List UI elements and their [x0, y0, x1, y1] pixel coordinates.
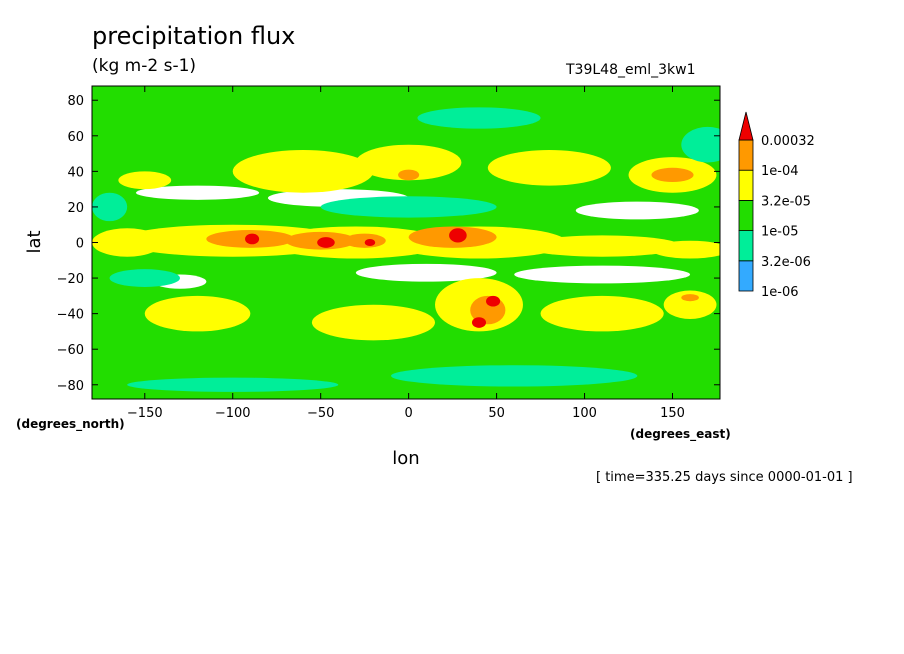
y-tick-label: −80: [57, 379, 84, 394]
contour-region: [232, 150, 374, 193]
contour-region: [417, 107, 541, 129]
x-tick-label: 150: [660, 406, 685, 421]
contour-region: [681, 126, 720, 163]
contour-region: [127, 377, 339, 392]
contour-region: [651, 167, 694, 183]
contour-region: [118, 171, 172, 190]
colorbar-label: 1e-06: [761, 285, 799, 300]
contour-region: [355, 263, 497, 282]
chart-units: (kg m-2 s-1): [92, 56, 197, 76]
contour-region: [575, 201, 699, 220]
y-tick-label: 0: [76, 237, 84, 252]
contour-region: [487, 150, 611, 186]
contour-region: [92, 192, 128, 222]
contour-region: [144, 295, 251, 332]
contour-region: [663, 290, 717, 319]
chart-title: precipitation flux: [92, 22, 296, 50]
contour-region: [681, 294, 699, 302]
contour-region: [343, 233, 386, 248]
colorbar-label: 3.2e-05: [761, 194, 811, 209]
y-tick-label: 40: [67, 165, 84, 180]
contour-region: [651, 240, 720, 259]
contour-region: [398, 169, 420, 181]
colorbar-label: 1e-05: [761, 225, 799, 240]
contour-region: [245, 233, 260, 245]
contour-region: [486, 295, 501, 307]
y-axis-label: lat: [24, 230, 45, 253]
contour-region: [449, 228, 467, 243]
colorbar-segment: [738, 169, 754, 201]
y-tick-label: −40: [57, 308, 84, 323]
colorbar-label: 3.2e-06: [761, 255, 811, 270]
x-tick-label: 0: [404, 406, 412, 421]
contour-region: [109, 269, 180, 287]
y-tick-label: 20: [67, 201, 84, 216]
x-axis-units: (degrees_east): [630, 427, 731, 442]
contour-region: [522, 235, 682, 257]
x-tick-label: −150: [127, 406, 163, 421]
contour-region: [317, 237, 335, 248]
x-tick-label: 100: [572, 406, 597, 421]
time-label: [ time=335.25 days since 0000-01-01 ]: [596, 470, 853, 485]
contour-fields: [92, 107, 720, 392]
run-label: T39L48_eml_3kw1: [566, 62, 696, 78]
contour-region: [471, 317, 487, 328]
contour-region: [135, 185, 260, 200]
contour-region: [391, 365, 638, 387]
y-axis-units: (degrees_north): [16, 417, 125, 432]
colorbar-label: 0.00032: [761, 134, 815, 149]
contour-region: [514, 265, 691, 284]
y-tick-label: 60: [67, 130, 84, 145]
contour-region: [311, 304, 436, 341]
x-tick-label: −100: [215, 406, 251, 421]
colorbar-max-triangle: [738, 111, 754, 141]
colorbar-segment: [738, 139, 754, 171]
contour-region: [320, 196, 497, 218]
x-tick-label: 50: [488, 406, 505, 421]
colorbar-label: 1e-04: [761, 164, 799, 179]
x-tick-label: −50: [307, 406, 334, 421]
colorbar-segment: [738, 260, 754, 292]
y-tick-label: 80: [67, 94, 84, 109]
contour-region: [540, 295, 664, 332]
contour-region: [355, 144, 462, 181]
colorbar-segment: [738, 230, 754, 262]
contour-region: [364, 238, 376, 247]
y-tick-label: −20: [57, 272, 84, 287]
colorbar-segment: [738, 199, 754, 231]
y-tick-label: −60: [57, 343, 84, 358]
x-axis-label: lon: [392, 448, 419, 469]
